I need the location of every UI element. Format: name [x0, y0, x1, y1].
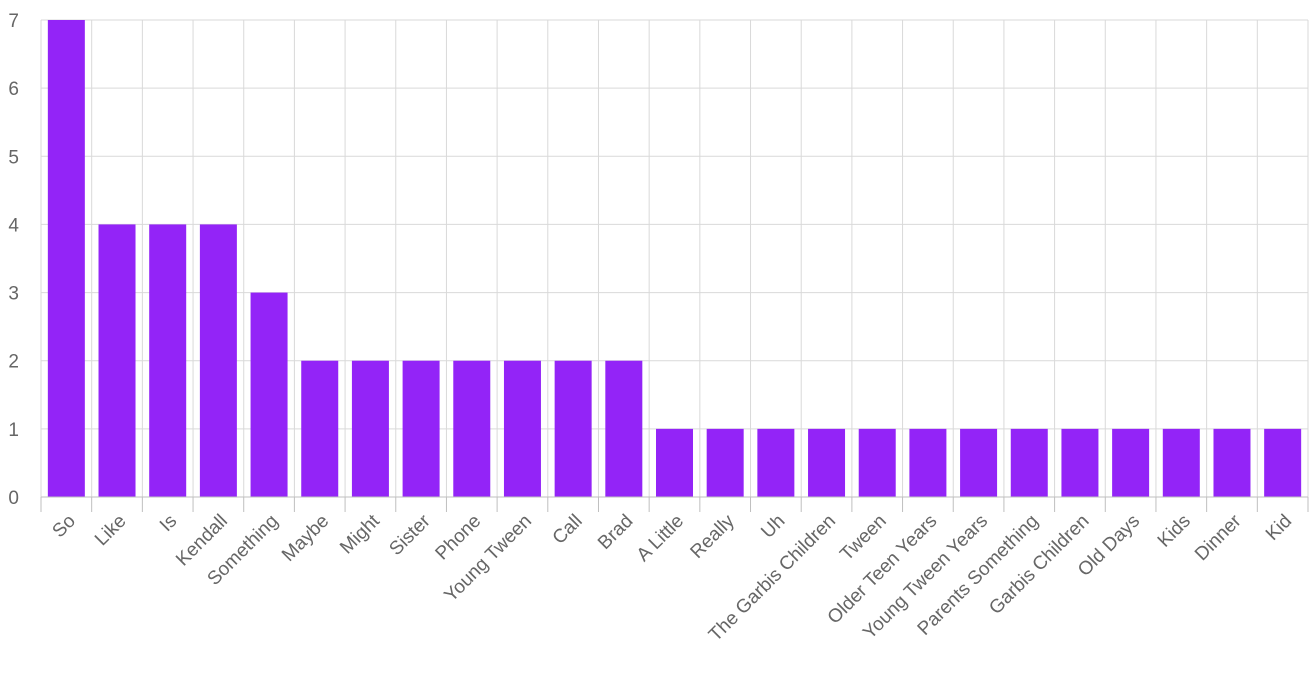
bar	[1264, 428, 1302, 497]
bar	[149, 224, 187, 497]
y-tick-label: 2	[8, 352, 19, 373]
y-tick-label: 7	[8, 11, 19, 32]
bar	[402, 360, 440, 497]
x-tick-label: Brad	[594, 511, 637, 554]
bar	[301, 360, 339, 497]
x-tick-label: Uh	[757, 511, 789, 543]
bar	[453, 360, 491, 497]
bar	[909, 428, 947, 497]
x-tick-label: Might	[336, 510, 384, 558]
x-tick-label: Dinner	[1191, 510, 1246, 565]
bar	[605, 360, 643, 497]
x-tick-label: Kids	[1154, 511, 1195, 552]
y-tick-label: 1	[8, 420, 19, 441]
x-tick-label: Call	[549, 511, 587, 549]
bar	[808, 428, 846, 497]
y-tick-labels: 0 1 2 3 4 5 6 7	[8, 11, 19, 509]
bar	[47, 20, 85, 497]
bar	[1112, 428, 1150, 497]
x-tick-label: Really	[687, 510, 740, 563]
x-tick-label: Maybe	[278, 511, 333, 566]
x-tick-label: Is	[156, 511, 181, 536]
bar	[1061, 428, 1099, 497]
bar	[1010, 428, 1048, 497]
y-tick-label: 0	[8, 488, 19, 509]
x-tick-label: A Little	[633, 511, 688, 566]
bar	[656, 428, 693, 497]
y-tick-label: 4	[8, 215, 19, 236]
x-tick-label: So	[49, 511, 80, 542]
bar	[503, 360, 541, 497]
y-tick-label: 5	[8, 147, 19, 168]
bar	[250, 292, 288, 497]
x-tick-label: Kid	[1262, 511, 1296, 545]
bar	[554, 360, 592, 497]
bar	[199, 224, 237, 497]
bar	[351, 360, 389, 497]
x-tick-label: Like	[91, 511, 130, 550]
bar	[1213, 428, 1251, 497]
x-tick-label: Sister	[385, 510, 435, 560]
bar	[757, 428, 795, 497]
y-tick-label: 6	[8, 79, 19, 100]
bars	[47, 20, 1302, 497]
axes	[40, 496, 1309, 512]
bar	[1162, 428, 1200, 497]
bar	[98, 224, 136, 497]
bar	[706, 428, 744, 497]
grid	[40, 19, 1309, 497]
bar	[960, 428, 998, 497]
bar	[858, 428, 896, 497]
y-tick-label: 3	[8, 284, 19, 305]
